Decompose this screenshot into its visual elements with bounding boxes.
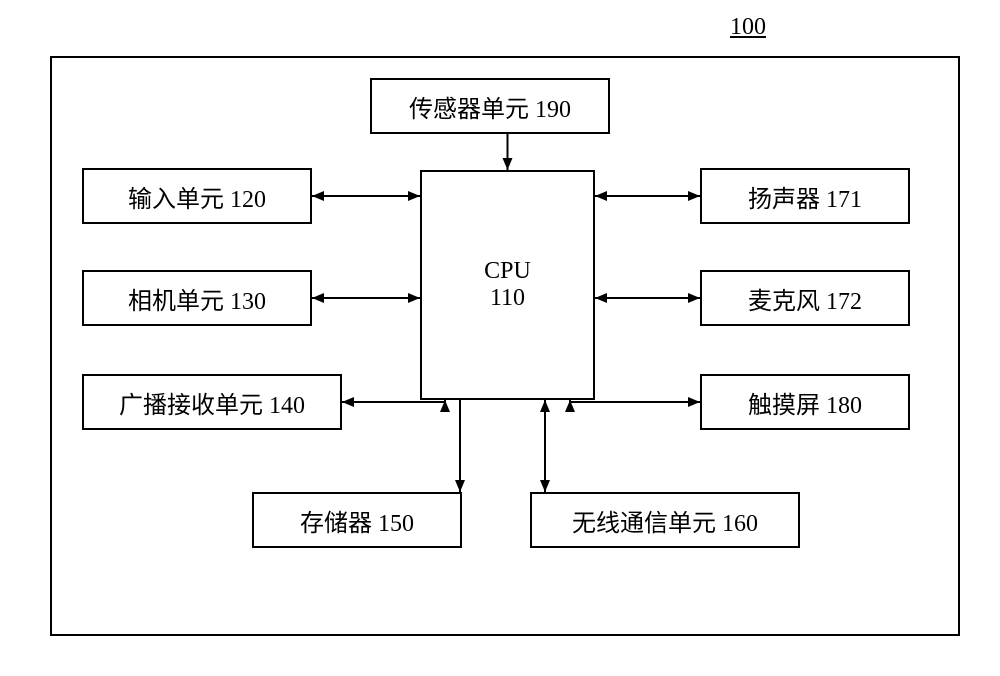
connectors-svg [0, 0, 1000, 676]
